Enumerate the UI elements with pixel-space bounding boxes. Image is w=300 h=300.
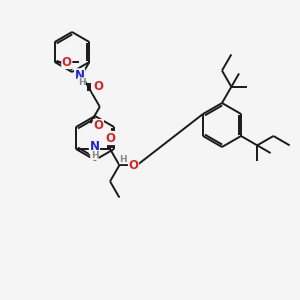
Text: N: N xyxy=(89,140,99,154)
Text: O: O xyxy=(93,119,103,133)
Text: H: H xyxy=(78,78,86,87)
Text: O: O xyxy=(93,80,103,93)
Text: N: N xyxy=(75,69,85,82)
Text: O: O xyxy=(105,131,115,145)
Text: O: O xyxy=(62,56,72,68)
Text: O: O xyxy=(128,159,139,172)
Text: H: H xyxy=(91,151,98,160)
Text: H: H xyxy=(120,155,127,164)
